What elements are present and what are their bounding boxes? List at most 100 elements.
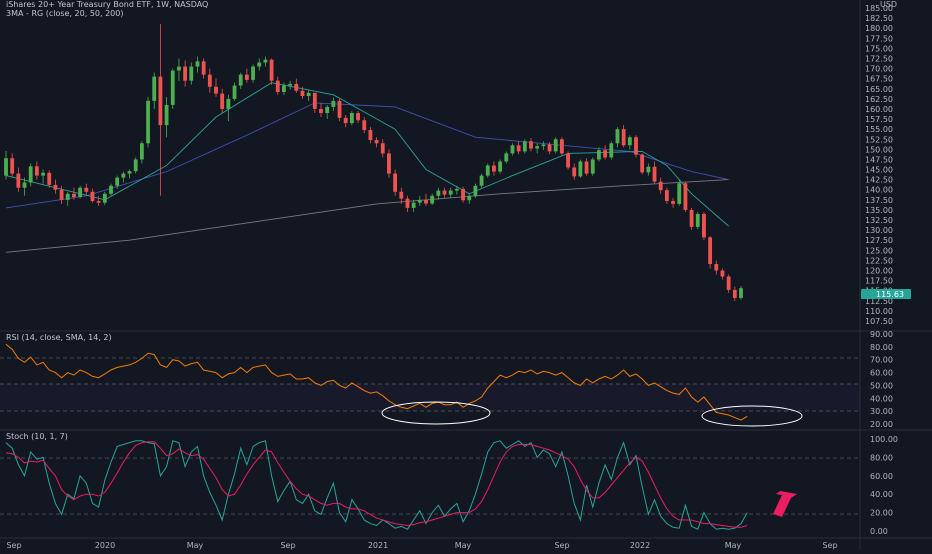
candle-body <box>714 264 719 271</box>
candle <box>411 199 416 212</box>
candle-body <box>467 195 472 201</box>
candle-body <box>535 146 540 149</box>
candle-body <box>621 129 626 146</box>
candle <box>362 117 367 134</box>
candle-body <box>454 188 459 191</box>
candle <box>448 187 453 198</box>
symbol-title[interactable]: iShares 20+ Year Treasury Bond ETF, 1W, … <box>6 0 209 9</box>
candle-body <box>41 172 45 176</box>
candle <box>331 97 336 111</box>
candle-body <box>399 191 404 199</box>
candle <box>16 167 21 192</box>
candle-body <box>603 150 608 158</box>
candle <box>158 24 163 196</box>
candle <box>621 125 626 148</box>
price-tick-label: 165.00 <box>865 85 893 94</box>
candle-body <box>380 143 385 154</box>
candle <box>201 58 206 79</box>
candle <box>325 104 330 120</box>
candle <box>22 177 27 196</box>
rsi-line <box>5 343 748 421</box>
time-axis-label: Sep <box>280 541 295 550</box>
candle-body <box>498 161 503 172</box>
candle <box>139 141 144 164</box>
moving-average-lines <box>5 82 729 253</box>
candle-body <box>689 209 694 227</box>
candle <box>306 89 311 101</box>
candle-body <box>263 59 268 63</box>
price-tick-label: 130.00 <box>865 226 893 235</box>
stochastic-panel[interactable]: 100.00 80.00 60.00 40.00 20.00 0.00 <box>0 435 898 536</box>
sma20-line <box>5 82 729 227</box>
candle-body <box>115 177 120 186</box>
candle <box>739 285 743 300</box>
candle <box>232 82 237 101</box>
candle-body <box>226 98 231 109</box>
candle <box>578 159 583 178</box>
current-price-label: 115.63 <box>876 290 904 299</box>
candle-body <box>207 74 212 87</box>
price-tick-label: 107.50 <box>865 317 893 326</box>
candle-body <box>683 183 688 210</box>
candle-body <box>84 187 89 192</box>
candle <box>658 177 663 194</box>
candle-body <box>664 190 669 202</box>
candle-body <box>609 143 614 158</box>
price-tick-label: 147.50 <box>865 155 893 164</box>
candle-body <box>28 166 33 183</box>
candle <box>436 187 441 200</box>
candle-body <box>152 76 157 101</box>
candle-body <box>559 139 564 154</box>
candle-body <box>708 237 713 265</box>
price-tick-label: 117.50 <box>865 277 893 286</box>
price-tick-label: 182.50 <box>865 14 893 23</box>
price-tick-label: 175.00 <box>865 44 893 53</box>
candle <box>72 187 76 200</box>
sma200-line <box>5 179 729 253</box>
candle <box>708 236 713 269</box>
candle <box>207 68 212 93</box>
candle-body <box>646 166 651 173</box>
candle-body <box>627 137 632 146</box>
candle <box>170 68 175 109</box>
candle <box>529 138 533 152</box>
candle-body <box>78 187 83 198</box>
rsi-indicator-label[interactable]: RSI (14, close, SMA, 14, 2) <box>6 333 112 342</box>
candle-body <box>584 161 589 174</box>
price-tick-label: 112.50 <box>865 297 893 306</box>
candle-body <box>640 154 645 173</box>
price-tick-label: 127.50 <box>865 236 893 245</box>
candle <box>146 96 150 148</box>
stoch-indicator-label[interactable]: Stoch (10, 1, 7) <box>6 432 68 441</box>
candle <box>127 169 132 179</box>
rsi-oversold-ellipse-2022 <box>701 405 803 427</box>
candle <box>695 211 700 230</box>
candle <box>664 187 669 204</box>
candle-body <box>695 213 700 227</box>
rsi-tick-label: 70.00 <box>870 356 893 365</box>
candle-body <box>232 85 237 99</box>
currency-label: USD <box>880 0 898 9</box>
candle <box>164 96 169 138</box>
sma-indicator-label[interactable]: 3MA - RG (close, 20, 50, 200) <box>6 9 124 18</box>
candle <box>226 94 231 122</box>
candle <box>516 141 521 155</box>
candle <box>627 135 632 150</box>
candle <box>102 191 107 206</box>
candle <box>96 195 101 206</box>
candle <box>399 187 404 204</box>
candle-body <box>22 182 27 188</box>
candle <box>349 110 354 126</box>
candle-body <box>442 190 447 195</box>
price-tick-label: 185.00 <box>865 4 893 13</box>
candle-body <box>387 153 391 174</box>
time-axis[interactable]: Sep 2020 May Sep 2021 May Sep 2022 May Sep <box>6 541 837 550</box>
price-tick-label: 137.50 <box>865 196 893 205</box>
stoch-tick-label: 60.00 <box>870 472 893 481</box>
rsi-panel[interactable]: 90.00 80.00 70.00 60.00 50.00 40.00 30.00 20.00 <box>0 330 893 429</box>
candle-body <box>436 190 441 196</box>
